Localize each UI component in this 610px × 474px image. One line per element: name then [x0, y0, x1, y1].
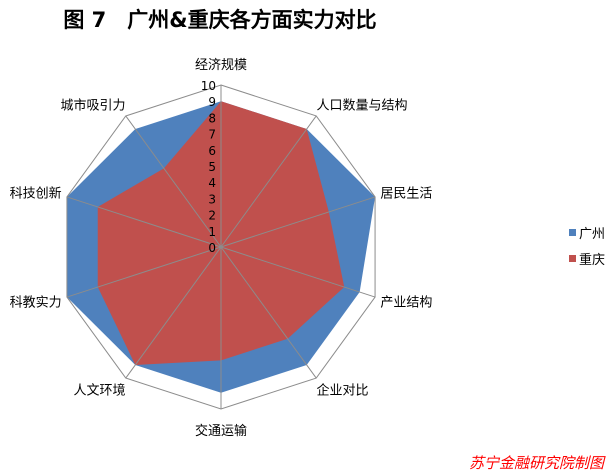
category-label: 经济规模 [195, 58, 247, 73]
grid-spoke [66, 246, 222, 298]
tick-label: 0 [208, 241, 216, 255]
grid-spoke [220, 196, 376, 248]
grid-spoke [220, 246, 376, 298]
category-label: 城市吸引力 [61, 98, 126, 114]
tick-label: 9 [208, 95, 216, 109]
tick-label: 10 [201, 79, 216, 93]
category-label: 科技创新 [10, 186, 62, 202]
tick-label: 4 [208, 176, 216, 190]
category-label: 交通运输 [195, 423, 247, 439]
legend-label: 重庆 [579, 252, 605, 268]
tick-label: 6 [208, 144, 216, 158]
legend-swatch-0 [569, 229, 576, 236]
tick-label: 7 [208, 128, 216, 142]
grid-spoke [66, 196, 222, 248]
legend-label: 广州 [579, 227, 605, 242]
source-credit: 苏宁金融研究院制图 [468, 454, 604, 472]
tick-label: 1 [208, 225, 216, 239]
category-label: 产业结构 [380, 295, 432, 310]
chart-title: 图 7 广州&重庆各方面实力对比 [63, 8, 377, 32]
grid-spoke [125, 115, 222, 248]
category-label: 科教实力 [10, 294, 62, 310]
legend-swatch-1 [569, 255, 576, 262]
category-label: 人口数量与结构 [316, 99, 407, 114]
category-label: 居民生活 [380, 187, 432, 202]
tick-label: 2 [208, 209, 216, 223]
tick-label: 5 [208, 160, 216, 174]
category-label: 人文环境 [74, 383, 126, 398]
grid-spoke [125, 246, 222, 379]
category-label: 企业对比 [316, 382, 368, 398]
grid-spoke [220, 115, 317, 248]
grid-spoke [220, 246, 317, 379]
tick-label: 3 [208, 192, 216, 206]
tick-label: 8 [208, 111, 216, 125]
